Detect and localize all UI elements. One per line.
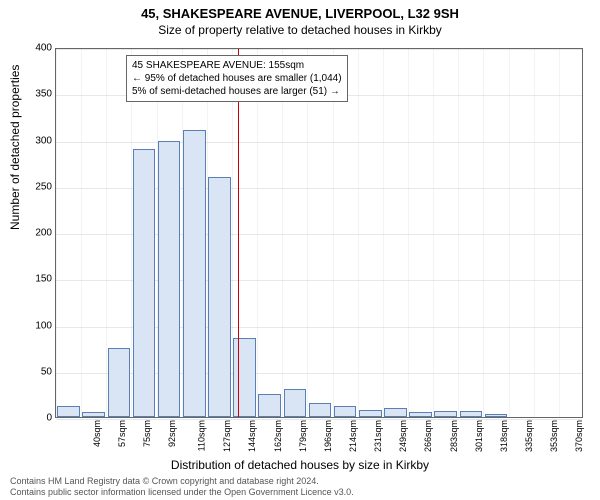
gridline-v — [433, 49, 434, 417]
histogram-bar — [133, 149, 156, 417]
histogram-bar — [57, 406, 80, 417]
page-title: 45, SHAKESPEARE AVENUE, LIVERPOOL, L32 9… — [0, 0, 600, 21]
annotation-line-3: 5% of semi-detached houses are larger (5… — [132, 85, 342, 98]
x-tick-label: 249sqm — [398, 420, 408, 452]
annotation-box: 45 SHAKESPEARE AVENUE: 155sqm ← 95% of d… — [126, 55, 348, 102]
gridline-v — [534, 49, 535, 417]
y-tick-label: 300 — [22, 135, 52, 146]
reference-line — [238, 49, 239, 417]
x-tick-label: 318sqm — [499, 420, 509, 452]
gridline-v — [307, 49, 308, 417]
gridline-h — [56, 49, 582, 50]
y-tick-label: 50 — [22, 366, 52, 377]
x-tick-label: 144sqm — [247, 420, 257, 452]
gridline-v — [559, 49, 560, 417]
y-tick-label: 100 — [22, 320, 52, 331]
x-axis-label: Distribution of detached houses by size … — [0, 458, 600, 472]
x-tick-label: 57sqm — [117, 420, 127, 447]
x-tick-label: 40sqm — [92, 420, 102, 447]
histogram-bar — [309, 403, 332, 417]
footer-line-2: Contains public sector information licen… — [10, 487, 590, 498]
annotation-line-2: ← 95% of detached houses are smaller (1,… — [132, 72, 342, 85]
y-tick-label: 350 — [22, 89, 52, 100]
histogram-bar — [460, 411, 483, 417]
x-tick-label: 214sqm — [348, 420, 358, 452]
footer-line-1: Contains HM Land Registry data © Crown c… — [10, 476, 590, 487]
y-axis-label: Number of detached properties — [8, 65, 22, 230]
gridline-v — [408, 49, 409, 417]
gridline-v — [282, 49, 283, 417]
histogram-bar — [208, 177, 231, 418]
gridline-v — [483, 49, 484, 417]
gridline-v — [509, 49, 510, 417]
y-tick-label: 150 — [22, 274, 52, 285]
histogram-bar — [158, 141, 181, 417]
histogram-bar — [284, 389, 307, 417]
x-tick-label: 127sqm — [222, 420, 232, 452]
y-tick-label: 0 — [22, 413, 52, 424]
histogram-bar — [108, 348, 131, 417]
gridline-v — [333, 49, 334, 417]
gridline-v — [458, 49, 459, 417]
x-tick-label: 75sqm — [142, 420, 152, 447]
x-tick-label: 301sqm — [474, 420, 484, 452]
page-subtitle: Size of property relative to detached ho… — [0, 23, 600, 37]
x-tick-label: 110sqm — [197, 420, 207, 451]
x-tick-label: 370sqm — [574, 420, 584, 452]
x-tick-label: 335sqm — [524, 420, 534, 452]
gridline-h — [56, 142, 582, 143]
y-tick-label: 200 — [22, 228, 52, 239]
histogram-bar — [434, 411, 457, 417]
histogram-bar — [485, 414, 508, 417]
histogram-bar — [409, 412, 432, 417]
gridline-v — [358, 49, 359, 417]
histogram-bar — [359, 410, 382, 417]
histogram-bar — [82, 412, 105, 417]
x-tick-label: 266sqm — [423, 420, 433, 452]
x-tick-label: 231sqm — [373, 420, 383, 452]
gridline-v — [383, 49, 384, 417]
annotation-line-1: 45 SHAKESPEARE AVENUE: 155sqm — [132, 59, 342, 72]
y-tick-label: 250 — [22, 181, 52, 192]
gridline-v — [56, 49, 57, 417]
histogram-chart: 45 SHAKESPEARE AVENUE: 155sqm ← 95% of d… — [55, 48, 583, 418]
x-tick-label: 92sqm — [167, 420, 177, 447]
footer-attribution: Contains HM Land Registry data © Crown c… — [10, 476, 590, 498]
y-tick-label: 400 — [22, 43, 52, 54]
histogram-bar — [334, 406, 357, 417]
x-tick-label: 162sqm — [273, 420, 283, 452]
x-tick-label: 196sqm — [323, 420, 333, 452]
histogram-bar — [183, 130, 206, 417]
x-tick-label: 283sqm — [449, 420, 459, 452]
x-tick-label: 179sqm — [298, 420, 308, 452]
gridline-v — [257, 49, 258, 417]
histogram-bar — [258, 394, 281, 417]
histogram-bar — [233, 338, 256, 417]
histogram-bar — [384, 408, 407, 417]
x-tick-label: 353sqm — [549, 420, 559, 452]
gridline-v — [81, 49, 82, 417]
